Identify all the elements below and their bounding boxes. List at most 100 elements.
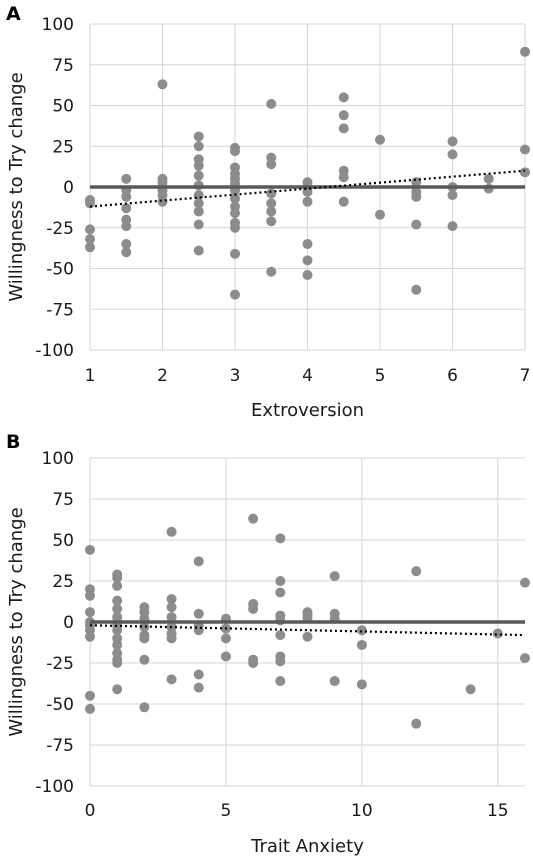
data-point (121, 203, 132, 214)
y-tick-label: 0 (63, 178, 74, 198)
data-point (520, 653, 530, 664)
y-tick-label: 100 (42, 449, 74, 469)
data-point (411, 191, 422, 202)
y-tick-label: -75 (46, 736, 74, 756)
y-tick-label: 75 (52, 490, 74, 510)
data-point (85, 198, 95, 209)
data-point (266, 266, 277, 277)
data-point (121, 191, 132, 202)
x-tick-label: 6 (447, 366, 458, 386)
data-point (302, 255, 313, 266)
data-point (193, 608, 204, 619)
data-point (492, 628, 503, 639)
y-tick-label: -75 (46, 300, 74, 320)
data-point (275, 630, 286, 641)
chart-panel-b: B -100 -75 -50 -25 0 25 50 75 100 0 5 10 15 Trait Anxi… (6, 431, 530, 857)
data-point (302, 239, 313, 250)
data-point (193, 198, 204, 209)
data-point (157, 79, 168, 90)
data-point (302, 196, 313, 207)
data-point (139, 702, 150, 713)
data-point (266, 98, 277, 109)
data-point (85, 544, 95, 555)
data-point (230, 248, 240, 259)
data-point (230, 193, 240, 204)
data-point (112, 625, 123, 636)
data-point (139, 633, 150, 644)
data-point (375, 134, 385, 145)
y-tick-label: 25 (52, 137, 74, 157)
data-point (157, 196, 168, 207)
data-point (483, 173, 494, 184)
data-point (193, 160, 204, 171)
data-point (85, 690, 95, 701)
data-point (447, 149, 458, 160)
x-tick-label: 2 (157, 366, 168, 386)
data-point (275, 676, 286, 687)
data-point (112, 572, 123, 583)
data-point (193, 245, 204, 256)
data-point (356, 625, 367, 636)
data-point (166, 674, 177, 685)
data-point (411, 177, 422, 188)
data-point (275, 587, 286, 598)
data-point (275, 533, 286, 544)
data-point (338, 110, 349, 121)
data-point (411, 718, 422, 729)
data-point (248, 513, 259, 524)
data-point (447, 190, 458, 201)
data-point (112, 639, 123, 650)
data-point (112, 580, 123, 591)
data-point (193, 170, 204, 181)
y-tick-label: 0 (63, 613, 74, 633)
x-tick-label: 3 (230, 366, 241, 386)
data-point (338, 123, 349, 134)
y-tick-label: 75 (52, 56, 74, 76)
x-tick-label: 10 (351, 801, 373, 821)
data-point (112, 658, 123, 668)
data-point (166, 612, 177, 623)
y-axis-title: Willingness to Try change (6, 507, 27, 736)
data-point (85, 224, 95, 235)
data-point (193, 556, 204, 567)
data-point (275, 576, 286, 586)
y-tick-label: 100 (42, 15, 74, 35)
data-point (193, 669, 204, 680)
y-tick-label: -100 (35, 341, 74, 361)
data-point (230, 146, 240, 157)
data-point (520, 577, 530, 588)
panel-letter: A (6, 3, 21, 25)
x-tick-label: 7 (520, 366, 531, 386)
data-point (411, 284, 422, 295)
data-point (85, 631, 95, 642)
data-point (112, 595, 123, 606)
data-point (85, 703, 95, 714)
data-point (275, 656, 286, 667)
data-point (447, 221, 458, 232)
data-point (329, 571, 340, 582)
data-point (520, 167, 530, 178)
y-tick-label: -50 (46, 695, 74, 715)
data-point (329, 676, 340, 687)
data-point (411, 566, 422, 577)
data-point (266, 198, 277, 209)
data-point (193, 141, 204, 152)
x-axis-title: Extroversion (251, 400, 364, 421)
y-tick-label: -100 (35, 777, 74, 797)
data-point (338, 172, 349, 183)
y-tick-label: 25 (52, 572, 74, 592)
data-point (520, 46, 530, 57)
data-point (338, 92, 349, 103)
data-point (356, 639, 367, 650)
x-axis-title: Trait Anxiety (250, 836, 364, 857)
data-point (266, 206, 277, 217)
x-tick-label: 4 (302, 366, 313, 386)
data-point (302, 631, 313, 642)
data-point (411, 219, 422, 230)
y-tick-label: -25 (46, 654, 74, 674)
data-point (230, 289, 240, 300)
data-point (112, 603, 123, 614)
data-point (266, 159, 277, 170)
x-tick-label: 15 (487, 801, 509, 821)
